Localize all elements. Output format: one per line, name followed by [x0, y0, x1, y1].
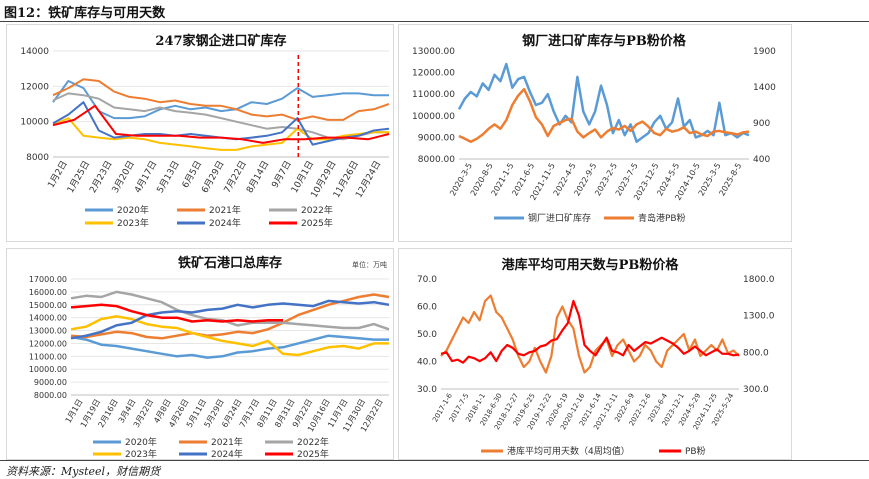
unit-label: 单位：万吨: [352, 260, 387, 269]
series-line-2: [70, 290, 390, 331]
y-tick-label: 30.0: [417, 385, 437, 395]
y-tick-label: 15000.00: [29, 301, 67, 310]
x-tick-label: 1月2日: [46, 159, 70, 190]
y-tick-label: 8000.00: [34, 391, 67, 400]
chart-panel-mill-inventory-vs-pb: 钢厂进口矿库存与PB粉价格 8000.00 9000.00 10000.00 11000…: [398, 24, 792, 242]
c4-svg: 港库平均可用天数与PB粉价格 30.0 40.0 50.0 60.0 70.0 300.0 8…: [417, 257, 775, 457]
legend-label: 2024年: [211, 448, 243, 459]
y-right-tick-label: 1900: [753, 47, 776, 57]
y-tick-label: 8000: [26, 153, 49, 163]
legend-label: 2021年: [209, 204, 241, 216]
chart-panel-steel-mill-inventory: 247家钢企进口矿库存 8000 10000 12000 14000 1月2日 1月25日 2…: [6, 24, 394, 242]
y-tick-label: 12000.00: [412, 69, 455, 79]
footer-rule: [0, 460, 869, 461]
y-right-tick-label: 1800.0: [743, 275, 775, 285]
legend-label: 2021年: [211, 436, 243, 448]
y-tick-label: 14000: [20, 47, 49, 57]
legend-label: 2022年: [301, 204, 333, 216]
series-line-0: [440, 294, 740, 374]
legend-label: 2022年: [297, 436, 329, 448]
series-line-0: [70, 334, 389, 359]
series-line-0: [52, 80, 389, 120]
chart-title: 铁矿石港口总库存: [177, 255, 282, 271]
y-right-tick-label: 1300.0: [743, 312, 775, 322]
series-line-3: [52, 117, 389, 151]
series-line-1: [52, 78, 390, 121]
legend-label: PB粉: [685, 445, 706, 457]
y-tick-label: 40.0: [417, 358, 437, 368]
y-tick-label: 50.0: [417, 330, 437, 340]
legend-label: 钢厂进口矿库存: [528, 212, 591, 224]
legend-label: 2025年: [301, 217, 333, 229]
series-line-3: [70, 315, 389, 357]
source-note: 资料来源：Mysteel，财信期货: [6, 465, 161, 478]
y-tick-label: 9000.00: [34, 378, 67, 387]
chart-panel-port-total-inventory: 铁矿石港口总库存 单位：万吨 8000.00 9000.00 10000.00 11000…: [6, 248, 394, 460]
y-tick-label: 10000.00: [29, 365, 67, 374]
c3-svg: 铁矿石港口总库存 单位：万吨 8000.00 9000.00 10000.00 11000…: [29, 255, 390, 459]
legend-label: 2023年: [125, 448, 157, 459]
series-line-0: [457, 62, 750, 143]
c2-svg: 钢厂进口矿库存与PB粉价格 8000.00 9000.00 10000.00 11000…: [412, 33, 776, 224]
series-line-5: [52, 104, 390, 144]
chart-panel-port-days-vs-pb: 港库平均可用天数与PB粉价格 30.0 40.0 50.0 60.0 70.0 300.0 8…: [398, 248, 792, 460]
y-tick-label: 60.0: [417, 303, 437, 313]
y-tick-label: 12000.00: [29, 339, 67, 348]
legend-label: 2020年: [117, 204, 149, 216]
header-rule: [0, 21, 869, 22]
legend-label: 青岛港PB粉: [638, 212, 686, 224]
y-right-tick-label: 1400: [753, 83, 776, 93]
chart-title: 钢厂进口矿库存与PB粉价格: [522, 33, 687, 49]
y-right-tick-label: 400: [753, 155, 770, 165]
legend-label: 2020年: [125, 436, 157, 448]
legend-label: 港库平均可用天数（4周均值）: [507, 445, 630, 457]
y-tick-label: 9000.00: [418, 133, 455, 143]
x-tick-label: 9月7日: [270, 159, 294, 190]
figure-title: 图12：铁矿库存与可用天数: [4, 6, 166, 21]
legend-label: 2023年: [117, 217, 149, 229]
legend-label: 2024年: [209, 217, 241, 229]
y-right-tick-label: 800.0: [743, 348, 769, 358]
legend-label: 2025年: [297, 448, 329, 459]
y-tick-label: 8000.00: [418, 155, 455, 165]
y-tick-label: 10000: [20, 118, 49, 128]
y-tick-label: 11000.00: [29, 352, 67, 361]
y-tick-label: 16000.00: [29, 288, 67, 297]
series-line-5: [70, 303, 283, 323]
y-right-tick-label: 300.0: [743, 385, 769, 395]
chart-title: 247家钢企进口矿库存: [155, 33, 286, 49]
y-tick-label: 17000.00: [29, 275, 67, 284]
x-tick-label: 6月5日: [180, 159, 204, 190]
series-line-4: [70, 299, 390, 340]
y-right-tick-label: 900: [753, 119, 770, 129]
y-tick-label: 10000.00: [412, 112, 455, 122]
c1-svg: 247家钢企进口矿库存80001000012000140001月2日1月25日2…: [20, 33, 390, 229]
chart-title: 港库平均可用天数与PB粉价格: [502, 257, 680, 273]
y-tick-label: 14000.00: [29, 314, 67, 323]
series-line-1: [70, 293, 390, 340]
y-tick-label: 13000.00: [412, 47, 455, 57]
y-tick-label: 12000: [20, 82, 49, 92]
series-line-1: [458, 87, 750, 143]
y-tick-label: 70.0: [417, 275, 437, 285]
y-tick-label: 11000.00: [412, 90, 455, 100]
y-tick-label: 13000.00: [29, 327, 67, 336]
series-line-1: [440, 299, 740, 364]
